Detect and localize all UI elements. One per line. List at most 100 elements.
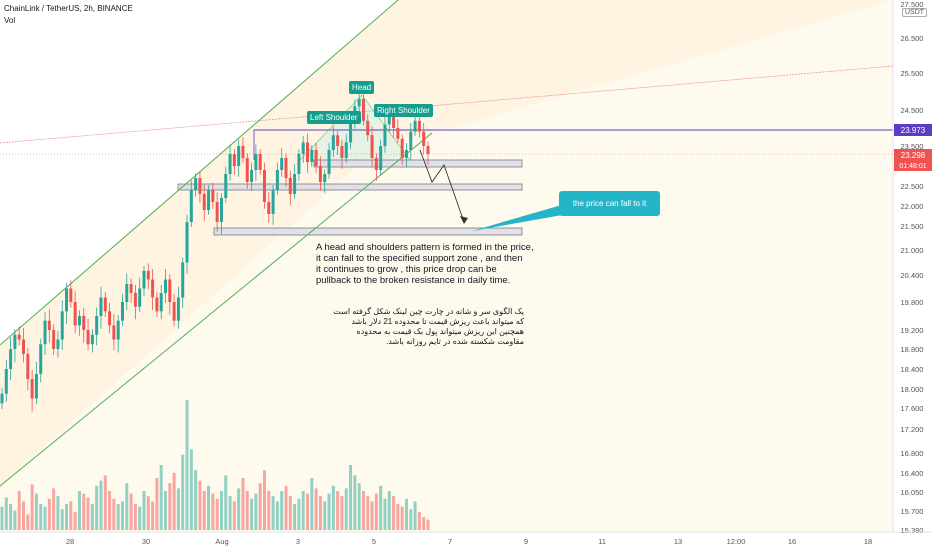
candle-body (331, 135, 335, 150)
countdown-label: 01:48:01 (899, 163, 926, 170)
volume-bar (413, 501, 417, 530)
candle-body (99, 297, 103, 316)
volume-indicator-label: Vol (4, 16, 16, 25)
channel-fill (0, 0, 893, 532)
x-tick-label: 30 (142, 537, 150, 546)
candle-body (4, 369, 8, 394)
x-tick-label: 16 (788, 537, 796, 546)
right-shoulder-label: Right Shoulder (374, 104, 433, 117)
y-tick-label: 18.000 (901, 385, 924, 394)
candle-body (103, 297, 107, 312)
volume-bar (241, 478, 245, 530)
volume-bar (297, 498, 301, 530)
volume-bar (331, 485, 335, 530)
volume-bar (404, 498, 408, 530)
y-tick-label: 18.800 (901, 345, 924, 354)
last-price-label: 23.298 (901, 151, 926, 160)
support-zone-1 (313, 159, 523, 168)
volume-bar (370, 501, 374, 530)
symbol-title: ChainLink / TetherUS, 2h, BINANCE (4, 4, 133, 13)
last-price-badge (894, 149, 932, 171)
volume-bar (379, 485, 383, 530)
candle-body (318, 166, 322, 182)
candle-body (86, 330, 90, 345)
candle-body (0, 393, 4, 404)
volume-bar (275, 501, 279, 530)
candle-body (39, 344, 43, 374)
candle-body (168, 279, 172, 302)
candle-body (43, 320, 47, 345)
candle-body (138, 288, 142, 307)
y-tick-label: 17.600 (901, 404, 924, 413)
candle-body (219, 198, 223, 222)
volume-bar (189, 449, 193, 530)
price-target-callout: the price can fall to it (559, 191, 660, 216)
volume-bar (306, 493, 310, 530)
candle-body (245, 158, 249, 182)
candle-body (198, 178, 202, 194)
volume-bar (228, 496, 232, 530)
candle-body (392, 113, 396, 128)
candle-body (172, 302, 176, 321)
currency-badge[interactable]: USDT (902, 8, 928, 17)
candle-body (9, 349, 13, 369)
candle-body (176, 297, 180, 321)
volume-bar (224, 475, 228, 530)
y-tick-label: 15.380 (901, 526, 924, 535)
volume-bar (207, 485, 211, 530)
volume-bar (250, 498, 254, 530)
candle-body (17, 334, 21, 340)
volume-bar (47, 498, 51, 530)
candle-body (280, 158, 284, 170)
volume-bar (318, 496, 322, 530)
volume-bar (211, 493, 215, 530)
volume-bar (125, 483, 129, 530)
channel-fill-inner (0, 0, 893, 486)
volume-bar (396, 504, 400, 530)
volume-bar (215, 498, 219, 530)
y-tick-label: 24.500 (901, 106, 924, 115)
candle-body (310, 150, 314, 162)
candle-body (13, 334, 17, 349)
y-tick-label: 23.500 (901, 142, 924, 151)
volume-bar (56, 496, 60, 530)
x-tick-label: 13 (674, 537, 682, 546)
volume-bar (120, 501, 124, 530)
english-analysis-note: A head and shoulders pattern is formed i… (316, 242, 534, 286)
candle-body (151, 279, 155, 298)
y-tick-label: 17.200 (901, 425, 924, 434)
volume-bar (327, 493, 331, 530)
candle-body (26, 354, 30, 379)
candle-body (181, 262, 185, 298)
y-tick-label: 16.050 (901, 488, 924, 497)
pink-trendline (0, 65, 893, 144)
candle-body (297, 154, 301, 174)
volume-bar (116, 504, 120, 530)
candle-body (396, 128, 400, 139)
volume-bar (13, 510, 17, 530)
volume-bar (39, 504, 43, 530)
candle-body (56, 339, 60, 349)
persian-analysis-note: یک الگوی سر و شانه در چارت چین لینک شکل … (333, 307, 524, 346)
volume-bar (82, 493, 86, 530)
volume-bar (262, 470, 266, 530)
candle-body (374, 158, 378, 170)
candle-body (422, 131, 426, 146)
volume-bar (219, 491, 223, 530)
candle-body (267, 202, 271, 214)
candle-body (202, 194, 206, 210)
volume-bar (310, 478, 314, 530)
volume-bar (280, 491, 284, 530)
volume-bar (65, 504, 69, 530)
candle-body (327, 150, 331, 174)
volume-bar (103, 475, 107, 530)
support-zone-3 (213, 227, 523, 236)
volume-bar (357, 483, 361, 530)
candle-body (142, 270, 146, 289)
candle-body (129, 284, 133, 293)
volume-bar (198, 480, 202, 530)
volume-bar (387, 491, 391, 530)
candle-body (22, 339, 26, 354)
candle-body (387, 113, 391, 125)
